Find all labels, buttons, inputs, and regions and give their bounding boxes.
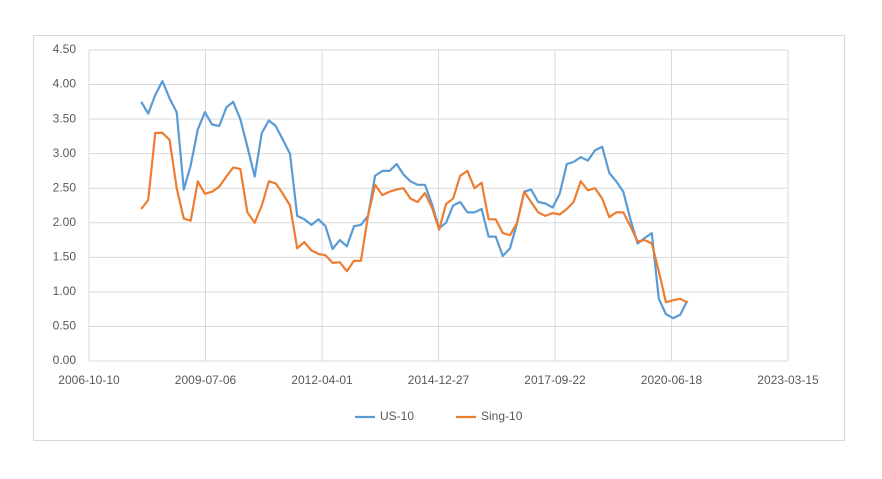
x-tick-label: 2009-07-06 [175,373,237,387]
x-tick-label: 2012-04-01 [291,373,353,387]
y-tick-label: 2.00 [53,215,77,229]
x-tick-label: 2020-06-18 [641,373,703,387]
y-tick-label: 4.00 [53,77,77,91]
legend-label: US-10 [380,409,414,423]
y-tick-label: 3.50 [53,111,77,125]
series-line [140,131,688,304]
series-line [140,80,689,320]
x-tick-label: 2023-03-15 [757,373,819,387]
x-tick-label: 2017-09-22 [524,373,586,387]
y-tick-label: 0.00 [53,353,77,367]
x-tick-label: 2006-10-10 [58,373,120,387]
y-tick-label: 1.00 [53,284,77,298]
chart-frame [33,35,845,441]
x-tick-label: 2014-12-27 [408,373,470,387]
y-tick-label: 3.00 [53,146,77,160]
y-tick-label: 1.50 [53,250,77,264]
y-tick-label: 0.50 [53,319,77,333]
y-tick-label: 4.50 [53,42,77,56]
legend-label: Sing-10 [481,409,523,423]
y-tick-label: 2.50 [53,180,77,194]
